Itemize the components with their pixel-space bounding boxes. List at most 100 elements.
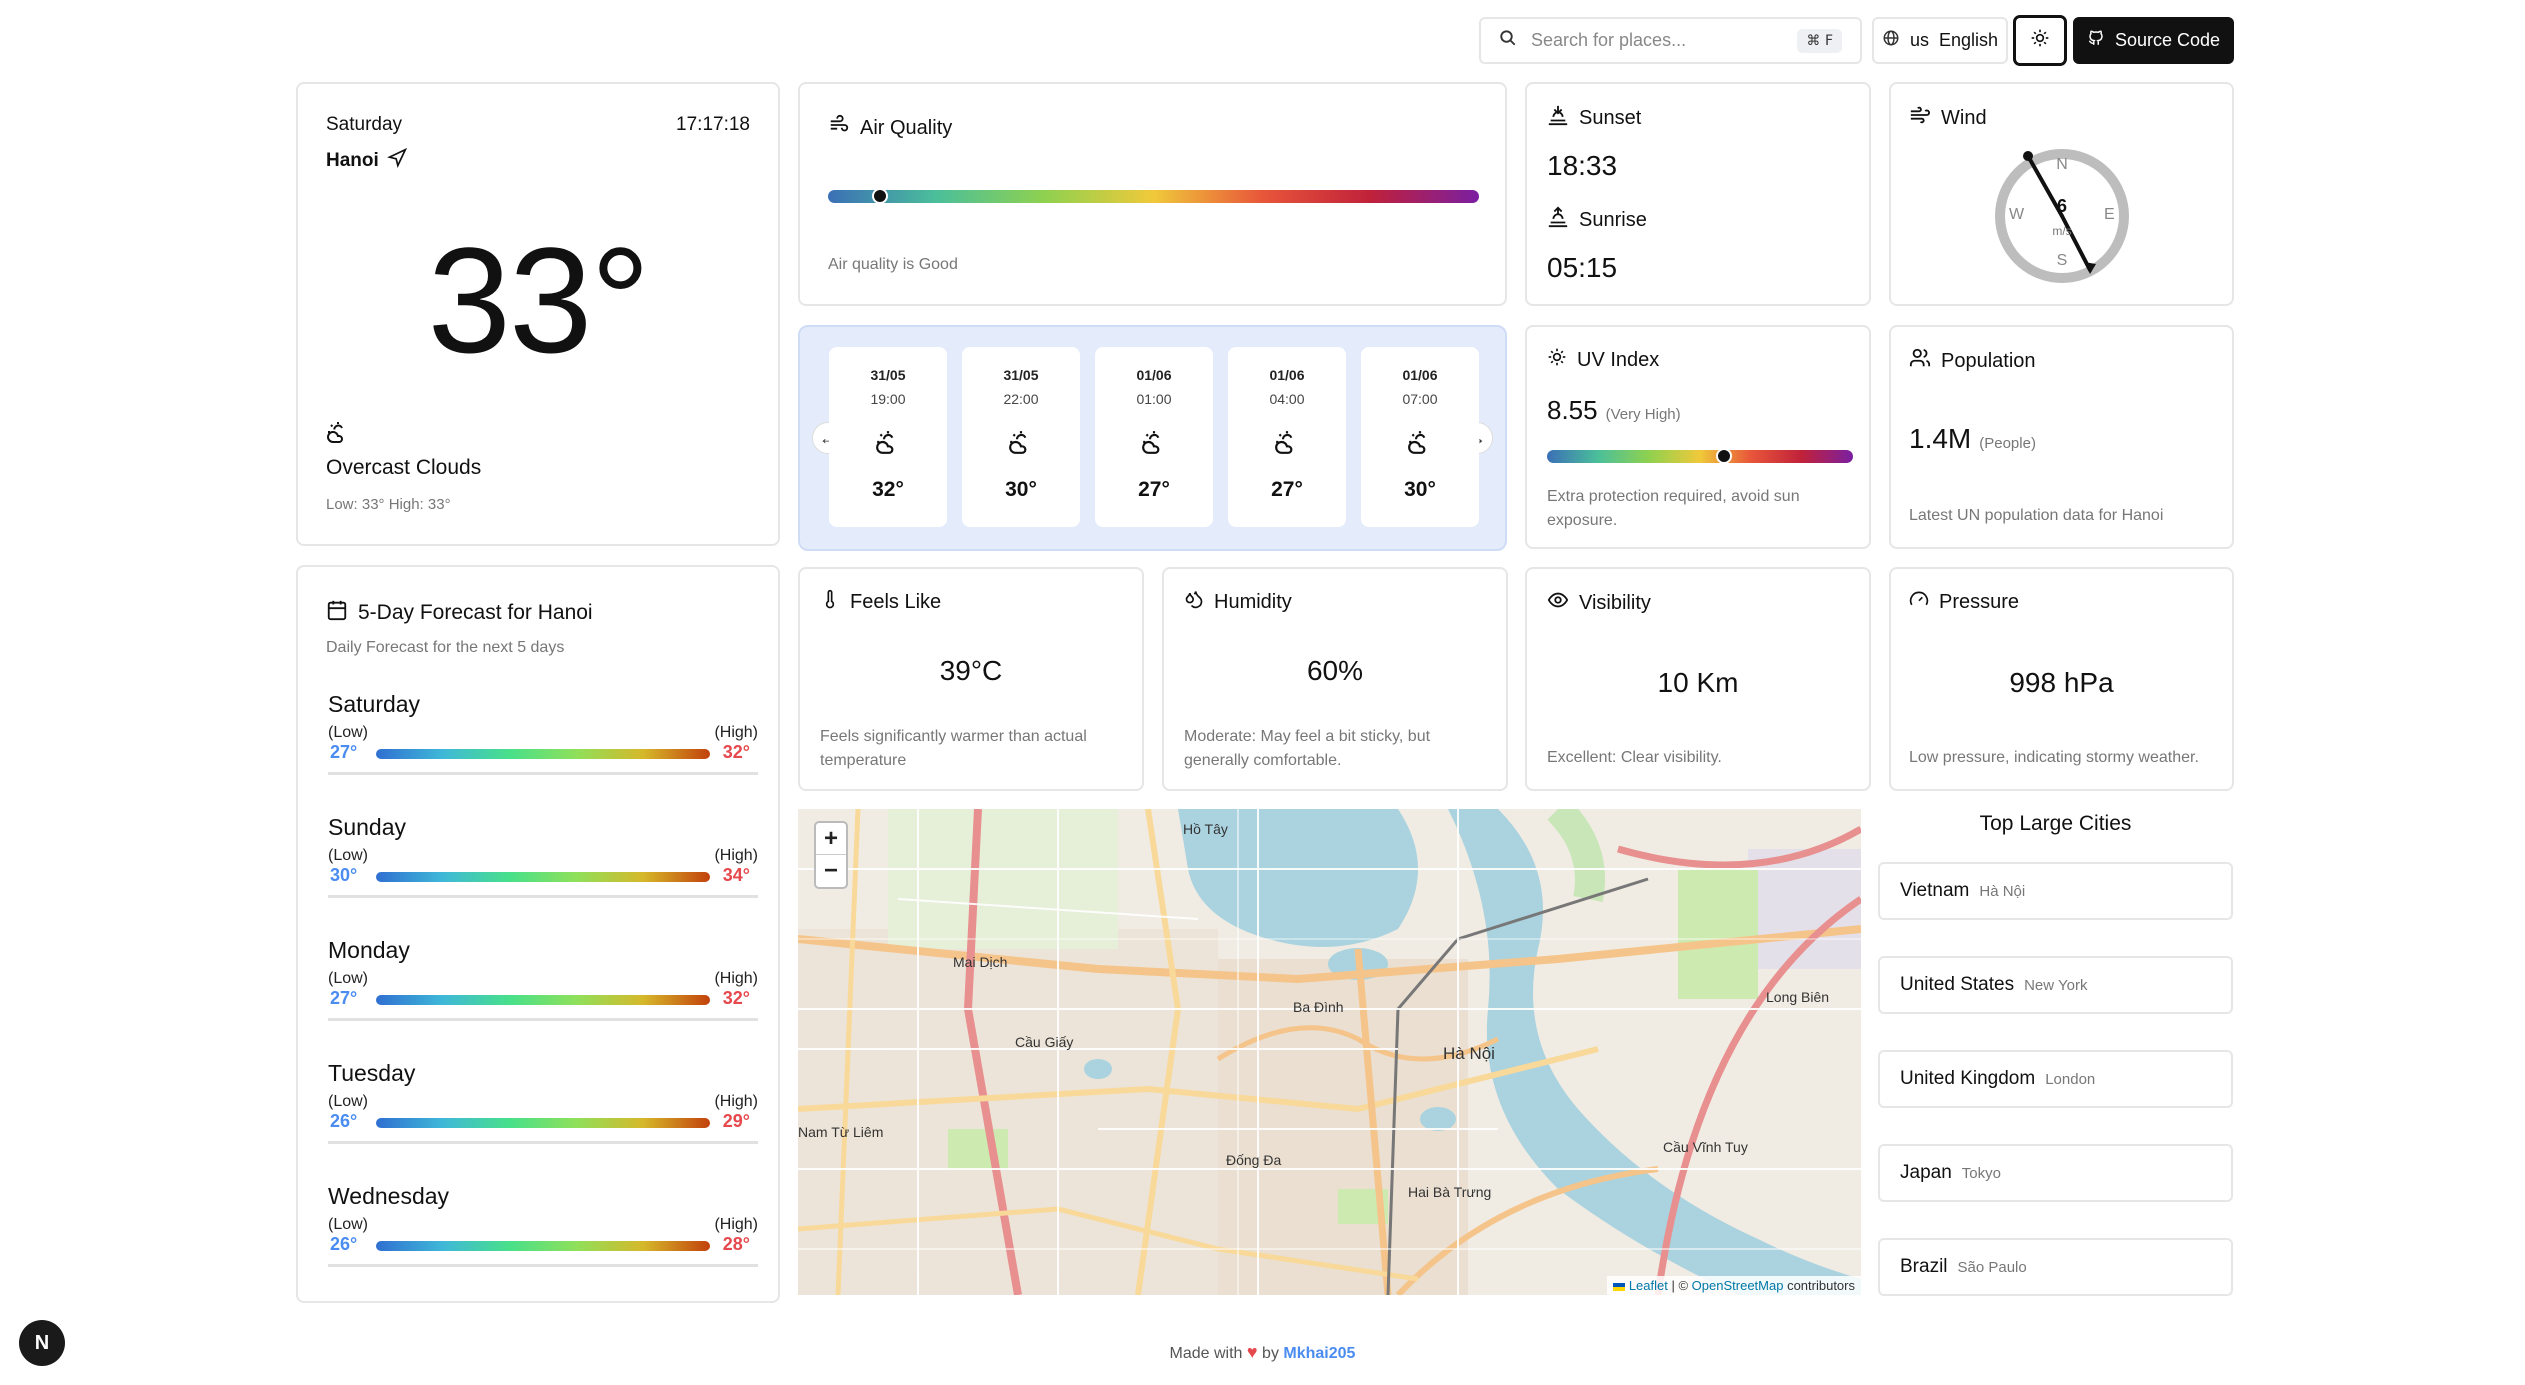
sunset-time: 18:33: [1547, 150, 1618, 181]
city-item[interactable]: United Kingdom London: [1878, 1050, 2233, 1108]
ukraine-flag-icon: [1613, 1282, 1626, 1291]
map-place-label: Hà Nội: [1443, 1044, 1495, 1063]
low-label: (Low): [328, 1093, 369, 1110]
low-high-temp: Low: 33° High: 33°: [326, 496, 451, 513]
map-place-label: Cầu Vĩnh Tuy: [1663, 1139, 1748, 1155]
uv-value: 8.55: [1547, 395, 1598, 425]
hourly-date: 31/05: [1003, 367, 1039, 383]
lang-label: English: [1938, 30, 1999, 50]
hourly-temp: 27°: [1138, 478, 1170, 501]
low-label: (Low): [328, 970, 369, 987]
uv-bar: [1547, 450, 1853, 463]
compass-s: S: [2056, 252, 2068, 269]
pressure-card: Pressure 998 hPa Low pressure, indicatin…: [1889, 567, 2234, 791]
language-selector[interactable]: us English: [1872, 17, 2008, 64]
city-item[interactable]: Vietnam Hà Nội: [1878, 862, 2233, 920]
search-box[interactable]: Search for places... ⌘ F: [1479, 17, 1862, 64]
github-icon: [2087, 29, 2105, 52]
pressure-description: Low pressure, indicating stormy weather.: [1909, 749, 2199, 766]
calendar-icon: [326, 599, 348, 627]
forecast-day: Monday: [328, 937, 410, 963]
air-quality-status: Air quality is Good: [828, 256, 958, 273]
humidity-title: Humidity: [1214, 590, 1292, 613]
forecast-day: Sunday: [328, 814, 407, 840]
theme-toggle-button[interactable]: [2013, 15, 2067, 66]
hourly-time: 22:00: [1003, 391, 1039, 407]
air-quality-card: Air Quality Air quality is Good: [798, 82, 1507, 306]
city-item[interactable]: United States New York: [1878, 956, 2233, 1014]
hourly-temp: 30°: [1404, 478, 1436, 501]
lang-code: us: [1909, 30, 1929, 50]
sun-icon: [2030, 28, 2050, 53]
forecast-title: 5-Day Forecast for Hanoi: [358, 601, 593, 624]
cloud-icon: [962, 429, 1080, 460]
uv-description: Extra protection required, avoid sun exp…: [1547, 488, 1800, 529]
thermometer-icon: [820, 589, 840, 615]
sunrise-label: Sunrise: [1579, 208, 1647, 231]
visibility-title: Visibility: [1579, 591, 1651, 614]
wind-card: Wind N S W E 6 m/s: [1889, 82, 2234, 306]
cloud-icon: [326, 420, 350, 449]
weather-condition: Overcast Clouds: [326, 456, 482, 479]
current-day: Saturday: [326, 114, 403, 135]
sunset-card: Sunset 18:33 Sunrise 05:15: [1525, 82, 1871, 306]
leaflet-link[interactable]: Leaflet: [1628, 1278, 1668, 1293]
current-location: Hanoi: [326, 147, 407, 173]
forecast-row: Saturday (Low) (High) 27° 32°: [328, 691, 758, 775]
nextjs-badge-icon[interactable]: N: [19, 1320, 65, 1366]
author-link[interactable]: Mkhai205: [1283, 1345, 1356, 1362]
population-value: 1.4M: [1909, 423, 1972, 454]
forecast-low: 30°: [330, 865, 358, 885]
forecast-row: Monday (Low) (High) 27° 32°: [328, 937, 758, 1021]
hourly-date: 01/06: [1269, 367, 1305, 383]
city-item[interactable]: Brazil São Paulo: [1878, 1238, 2233, 1296]
humidity-value: 60%: [1306, 655, 1364, 686]
forecast-day: Tuesday: [328, 1060, 416, 1086]
hourly-temp: 27°: [1271, 478, 1303, 501]
search-input[interactable]: Search for places...: [1531, 30, 1687, 50]
humidity-description: Moderate: May feel a bit sticky, but gen…: [1184, 728, 1431, 769]
high-label: (High): [714, 1216, 758, 1233]
humidity-card: Humidity 60% Moderate: May feel a bit st…: [1162, 567, 1508, 791]
sunset-label: Sunset: [1579, 106, 1642, 129]
city-map[interactable]: Ba Đình Hà Nội Cầu Giấy Đống Đa Hai Bà Trưng…: [798, 809, 1861, 1295]
cloud-icon: [1228, 429, 1346, 460]
map-place-label: Hai Bà Trưng: [1408, 1184, 1492, 1200]
hourly-item: 01/06 04:00 27°: [1228, 347, 1346, 527]
city-country: United States: [1900, 974, 2015, 995]
wind-unit: m/s: [2052, 224, 2072, 238]
low-label: (Low): [328, 724, 369, 741]
navigation-icon: [386, 147, 407, 173]
source-code-button[interactable]: Source Code: [2073, 17, 2234, 64]
visibility-value: 10 Km: [1657, 667, 1739, 698]
uv-index-card: UV Index 8.55 (Very High) Extra protecti…: [1525, 325, 1871, 549]
wind-speed: 6: [2056, 196, 2067, 216]
forecast-row: Wednesday (Low) (High) 26° 28°: [328, 1183, 758, 1267]
feels-like-description: Feels significantly warmer than actual t…: [820, 728, 1087, 769]
footer-by: by: [1262, 1345, 1279, 1362]
zoom-in-button[interactable]: +: [816, 823, 846, 855]
visibility-description: Excellent: Clear visibility.: [1547, 749, 1722, 766]
hourly-date: 01/06: [1402, 367, 1438, 383]
forecast-subtitle: Daily Forecast for the next 5 days: [326, 639, 565, 656]
osm-link[interactable]: OpenStreetMap: [1691, 1278, 1784, 1293]
top-cities-title: Top Large Cities: [1979, 812, 2132, 835]
globe-icon: [1882, 29, 1900, 52]
map-place-label: Ba Đình: [1293, 999, 1344, 1015]
footer-made-with: Made with: [1169, 1345, 1243, 1362]
city-country: Brazil: [1900, 1256, 1948, 1277]
hourly-item: 01/06 07:00 30°: [1361, 347, 1479, 527]
pressure-value: 998 hPa: [2009, 667, 2114, 698]
city-name: London: [2045, 1070, 2096, 1088]
air-quality-icon: [828, 114, 850, 142]
forecast-low: 26°: [330, 1234, 358, 1254]
divider: [328, 895, 758, 898]
map-place-label: Long Biên: [1766, 989, 1830, 1005]
population-description: Latest UN population data for Hanoi: [1909, 507, 2164, 524]
hourly-time: 01:00: [1136, 391, 1172, 407]
heart-icon: ♥: [1246, 1342, 1258, 1362]
city-item[interactable]: Japan Tokyo: [1878, 1144, 2233, 1202]
divider: [328, 1141, 758, 1144]
zoom-out-button[interactable]: −: [823, 857, 838, 884]
forecast-high: 32°: [722, 742, 750, 762]
